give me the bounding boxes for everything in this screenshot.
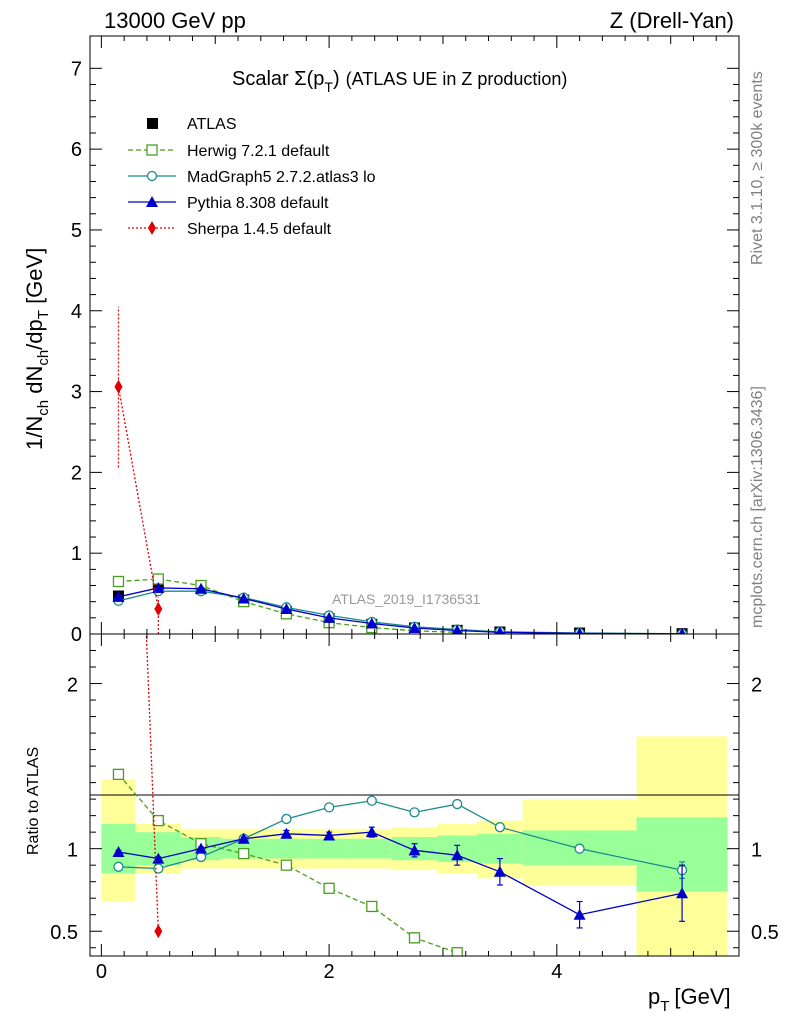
- point-pythia: [408, 622, 421, 634]
- point-pythia: [495, 626, 505, 634]
- mcplots-label: mcplots.cern.ch [arXiv:1306.3436]: [749, 386, 766, 628]
- ratio-point-madgraph: [366, 795, 377, 806]
- header-right: Z (Drell-Yan): [610, 8, 734, 33]
- ratio-point-pythia: [280, 827, 293, 839]
- band-inner-5: [306, 838, 352, 859]
- point-herwig: [112, 575, 125, 588]
- upper-y-tick-label: 1: [71, 543, 82, 565]
- point-pythia: [452, 624, 463, 634]
- point-pythia: [237, 592, 250, 604]
- ratio-point-pythia: [676, 887, 689, 899]
- ratio-y-tick-label-right: 0.5: [751, 922, 779, 944]
- series-line-herwig: [118, 578, 458, 634]
- y-axis-label-lower: Ratio to ATLAS: [25, 747, 42, 855]
- ratio-point-pythia: [573, 908, 586, 920]
- series-line-pythia: [118, 587, 683, 634]
- upper-y-tick-label: 2: [71, 462, 82, 484]
- ratio-y-tick-label-right: 2: [751, 675, 762, 697]
- header-left: 13000 GeV pp: [104, 8, 246, 33]
- ratio-line-madgraph: [118, 800, 683, 871]
- ratio-point-herwig: [366, 900, 378, 913]
- ratio-point-pythia: [237, 832, 250, 844]
- upper-y-tick-label: 7: [71, 58, 82, 80]
- ratio-point-herwig: [451, 947, 463, 956]
- rivet-label: Rivet 3.1.10, ≥ 300k events: [749, 71, 766, 265]
- band-inner-6: [351, 838, 392, 859]
- ratio-point-madgraph: [494, 822, 506, 833]
- ratio-point-madgraph: [153, 863, 164, 874]
- ratio-line-pythia: [118, 831, 683, 916]
- ratio-point-madgraph: [323, 802, 335, 813]
- point-pythia: [323, 611, 336, 623]
- x-axis-label: pT [GeV]: [648, 984, 731, 1015]
- upper-y-tick-label: 5: [71, 220, 82, 242]
- ratio-point-pythia: [323, 829, 336, 841]
- legend-madgraph-marker: [146, 170, 158, 182]
- ratio-y-tick-label: 1: [67, 840, 78, 862]
- ratio-point-sherpa: [154, 924, 163, 939]
- x-tick-label: 2: [324, 961, 335, 983]
- axes: 0 1 2 3 4 5 6 7 0.5 0.5 1 1 2 2 0 2 4: [50, 35, 779, 983]
- ratio-y-tick-label: 2: [67, 675, 78, 697]
- ratio-point-pythia: [112, 845, 125, 857]
- band-inner-4: [266, 838, 307, 859]
- legend-sherpa-marker: [148, 221, 156, 235]
- x-tick-label: 0: [96, 961, 107, 983]
- point-pythia: [678, 627, 686, 634]
- upper-panel-data: [112, 306, 688, 634]
- ratio-y-tick-label: 0.5: [50, 922, 78, 944]
- upper-y-tick-label: 4: [71, 301, 82, 323]
- analysis-watermark: ATLAS_2019_I1736531: [332, 591, 481, 607]
- ratio-point-madgraph: [195, 851, 207, 863]
- legend-herwig-marker: [146, 144, 158, 156]
- ratio-point-pythia: [195, 842, 208, 854]
- x-tick-label: 4: [551, 961, 562, 983]
- ratio-point-pythia: [365, 826, 378, 838]
- point-sherpa: [154, 601, 163, 616]
- ratio-point-madgraph: [409, 807, 420, 818]
- ratio-point-herwig: [408, 932, 421, 944]
- ratio-point-herwig: [112, 768, 125, 781]
- ratio-point-madgraph: [113, 861, 124, 872]
- ratio-point-pythia: [408, 844, 421, 856]
- legend-atlas-label: ATLAS: [187, 116, 237, 133]
- legend-pythia-label: Pythia 8.308 default: [187, 195, 329, 212]
- upper-y-tick-label: 0: [71, 624, 82, 646]
- ratio-point-pythia: [493, 865, 506, 877]
- series-line-sherpa: [117, 386, 159, 610]
- upper-y-tick-label: 6: [71, 139, 82, 161]
- ratio-point-herwig: [238, 847, 250, 860]
- legend: ATLAS Herwig 7.2.1 default MadGraph5 2.7…: [128, 116, 376, 238]
- ratio-frame: [89, 633, 740, 957]
- plot-title: Scalar Σ(pT) (ATLAS UE in Z production): [232, 68, 567, 95]
- legend-madgraph-label: MadGraph5 2.7.2.atlas3 lo: [187, 169, 376, 186]
- ratio-y-tick-label-right: 1: [751, 840, 762, 862]
- legend-pythia-marker: [146, 196, 158, 207]
- ratio-point-herwig: [152, 814, 164, 827]
- ratio-point-madgraph: [452, 798, 463, 810]
- point-sherpa: [114, 379, 123, 394]
- point-pythia: [365, 617, 378, 629]
- point-pythia: [195, 582, 208, 594]
- upper-y-tick-label: 3: [71, 382, 82, 404]
- point-pythia: [152, 581, 165, 593]
- ratio-point-madgraph: [574, 843, 585, 854]
- ratio-point-herwig: [280, 859, 293, 871]
- y-axis-label-upper: 1/Nch dNch/dpT [GeV]: [22, 248, 52, 450]
- legend-herwig-label: Herwig 7.2.1 default: [187, 143, 330, 160]
- ratio-point-madgraph: [281, 813, 292, 825]
- legend-sherpa-label: Sherpa 1.4.5 default: [187, 221, 332, 238]
- ratio-point-herwig: [323, 882, 335, 894]
- ratio-panel-data: [112, 634, 689, 956]
- ratio-point-pythia: [451, 849, 464, 861]
- point-pythia: [280, 602, 293, 614]
- legend-atlas-marker: [147, 118, 158, 129]
- point-pythia: [112, 590, 125, 602]
